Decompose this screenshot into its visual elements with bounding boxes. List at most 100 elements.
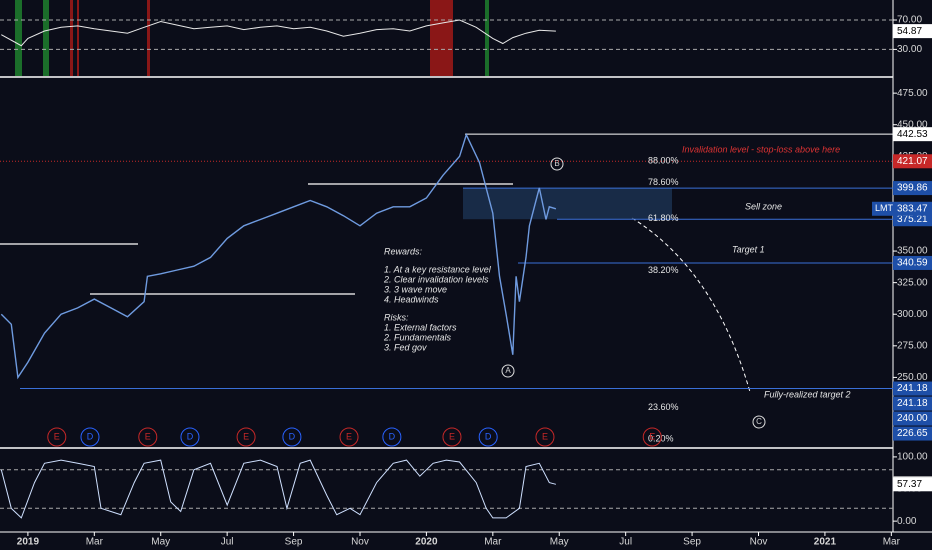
band: [485, 0, 489, 76]
event-label: E: [145, 431, 151, 441]
event-label: D: [187, 431, 194, 441]
x-tick-label: Mar: [883, 537, 901, 548]
band: [430, 0, 453, 76]
x-tick-label: 2019: [17, 537, 40, 548]
event-marker: [642, 427, 662, 447]
price-label: 375.21: [897, 214, 928, 225]
price-label-box: [893, 127, 932, 142]
y-tick-label: 325.00: [897, 277, 928, 288]
annotation: 2. Fundamentals: [383, 332, 452, 342]
x-tick-label: Mar: [86, 537, 104, 548]
wave-circle: [550, 157, 564, 171]
annotation: Risks:: [384, 312, 409, 322]
event-marker: [47, 427, 67, 447]
price-label: 383.47: [897, 203, 928, 214]
annotation: Rewards:: [384, 246, 423, 256]
x-tick-label: 2020: [415, 537, 438, 548]
y-tick-label: 100.00: [897, 452, 928, 463]
price-label-box: [893, 154, 932, 169]
price-label: 399.86: [897, 183, 928, 194]
x-tick-label: Nov: [750, 537, 768, 548]
series-line: [0, 459, 557, 519]
series-line: [0, 132, 557, 380]
event-marker: [282, 427, 302, 447]
event-marker: [535, 427, 555, 447]
event-label: E: [542, 431, 548, 441]
x-tick-label: Jul: [619, 537, 632, 548]
x-tick-label: Nov: [351, 537, 369, 548]
band: [77, 0, 79, 76]
y-tick-label: 0.00: [897, 516, 917, 527]
price-label-box: [893, 24, 932, 39]
sell-zone: [463, 188, 672, 220]
wave-label: A: [505, 366, 511, 375]
band: [15, 0, 22, 76]
event-label: D: [289, 431, 296, 441]
event-marker: [180, 427, 200, 447]
x-tick-label: Sep: [683, 537, 701, 548]
price-label: 442.53: [897, 129, 928, 140]
annotation: 1. At a key resistance level: [384, 264, 492, 274]
price-label: 241.18: [897, 383, 928, 394]
event-marker: [478, 427, 498, 447]
annotation: 3. 3 wave move: [384, 284, 447, 294]
series-line: [1, 19, 556, 47]
annotation: Sell zone: [745, 201, 782, 211]
x-tick-label: May: [151, 537, 170, 548]
fib-label: 38.20%: [648, 265, 679, 275]
event-marker: [442, 427, 462, 447]
annotation: Fully-realized target 2: [764, 389, 851, 399]
x-tick-label: Sep: [285, 537, 303, 548]
x-tick-label: 2021: [814, 537, 837, 548]
price-label-box: [893, 411, 932, 426]
annotation: 4. Headwinds: [384, 294, 439, 304]
price-label-box: [893, 255, 932, 270]
event-marker: [339, 427, 359, 447]
fib-label: 61.80%: [648, 213, 679, 223]
event-label: E: [243, 431, 249, 441]
event-label: D: [389, 431, 396, 441]
projection-path: [631, 217, 751, 393]
x-tick-label: May: [550, 537, 569, 548]
annotation: Target 1: [732, 244, 765, 254]
y-tick-label: 70.00: [897, 15, 922, 26]
price-label: 240.00: [897, 413, 928, 424]
band: [70, 0, 73, 76]
event-label: D: [87, 431, 94, 441]
wave-circle: [501, 364, 515, 378]
y-tick-label: 275.00: [897, 340, 928, 351]
price-label: 421.07: [897, 156, 928, 167]
event-label: E: [649, 431, 655, 441]
wave-label: C: [756, 417, 762, 426]
band: [43, 0, 49, 76]
event-label: E: [449, 431, 455, 441]
y-tick-label: 450.00: [897, 119, 928, 130]
rsi-bands: [15, 0, 489, 76]
event-label: D: [485, 431, 492, 441]
y-tick-label: 475.00: [897, 88, 928, 99]
band: [147, 0, 150, 76]
wave-label: B: [554, 159, 559, 168]
annotations: Invalidation level - stop-loss above her…: [383, 144, 851, 429]
price-label-box: [893, 396, 932, 411]
price-label: 54.87: [897, 26, 922, 37]
event-label: E: [346, 431, 352, 441]
event-marker: [236, 427, 256, 447]
y-tick-label: 350.00: [897, 246, 928, 257]
annotation: Invalidation level - stop-loss above her…: [682, 144, 840, 154]
y-tick-label: 30.00: [897, 44, 922, 55]
price-label: 226.65: [897, 428, 928, 439]
price-label-box: [893, 201, 932, 216]
price-label-box: [893, 381, 932, 396]
price-label-box: [893, 426, 932, 441]
symbol-box: [872, 201, 893, 216]
x-tick-label: Mar: [484, 537, 502, 548]
wave-circle: [752, 415, 766, 429]
price-label: 57.37: [897, 479, 922, 490]
fib-label: 78.60%: [648, 177, 679, 187]
fib-label: 88.00%: [648, 156, 679, 166]
price-label-box: [893, 181, 932, 196]
annotation: 1. External factors: [384, 322, 457, 332]
symbol-label: LMT: [875, 203, 894, 213]
fib-label: 23.60%: [648, 402, 679, 412]
